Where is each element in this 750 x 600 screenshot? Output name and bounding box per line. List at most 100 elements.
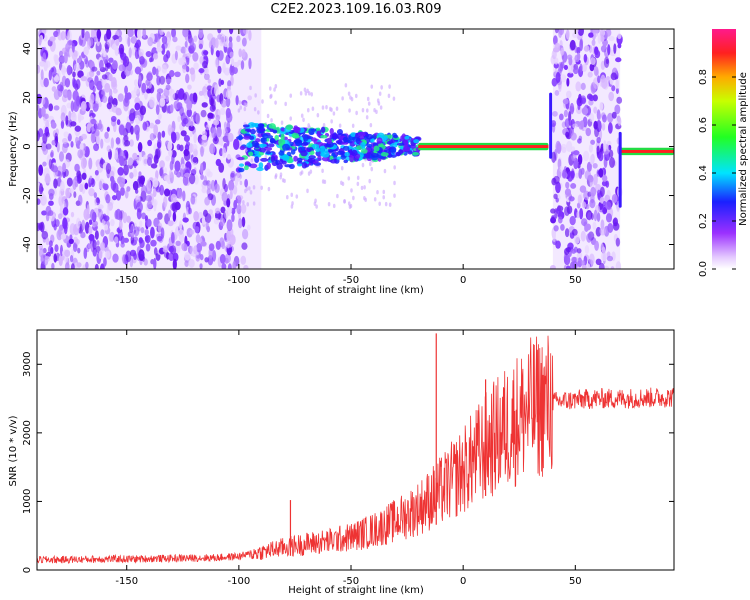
heatmap-cell xyxy=(615,78,619,89)
heatmap-cell xyxy=(44,175,51,184)
heatmap-cell xyxy=(60,120,65,129)
heatmap-cell xyxy=(93,192,98,199)
heatmap-cell xyxy=(274,84,278,89)
heatmap-cell xyxy=(141,184,147,197)
heatmap-cell xyxy=(241,228,249,240)
heatmap-cell xyxy=(335,140,343,144)
heatmap-cell xyxy=(562,98,569,105)
heatmap-cell xyxy=(37,93,42,105)
heatmap-cell xyxy=(214,58,219,68)
heatmap-cell xyxy=(111,104,118,113)
heatmap-cell xyxy=(289,116,293,121)
heatmap-cell xyxy=(272,129,278,134)
heatmap-cell xyxy=(209,143,216,155)
heatmap-cell xyxy=(215,240,221,251)
heatmap-cell xyxy=(171,131,177,144)
heatmap-cell xyxy=(202,180,209,186)
heatmap-cell xyxy=(593,209,598,222)
heatmap-cell xyxy=(101,95,108,103)
heatmap-cell xyxy=(257,123,265,128)
heatmap-cell xyxy=(152,188,157,198)
heatmap-cell xyxy=(186,108,193,118)
heatmap-cell xyxy=(602,174,608,182)
heatmap-cell xyxy=(207,78,211,84)
heatmap-cell xyxy=(174,160,181,172)
heatmap-cell xyxy=(313,201,317,206)
heatmap-cell xyxy=(588,175,594,183)
heatmap-cell xyxy=(230,170,237,182)
heatmap-cell xyxy=(576,248,582,254)
heatmap-cell xyxy=(77,173,83,184)
heatmap-cell xyxy=(590,139,596,145)
heatmap-cell xyxy=(325,105,328,110)
heatmap-cell xyxy=(330,119,333,124)
heatmap-cell xyxy=(228,40,233,51)
heatmap-cell xyxy=(379,105,383,110)
heatmap-cell xyxy=(206,183,213,190)
heatmap-cell xyxy=(53,54,58,62)
heatmap-cell xyxy=(254,151,259,155)
heatmap-cell xyxy=(332,203,336,209)
heatmap-cell xyxy=(395,151,402,157)
heatmap-cell xyxy=(239,145,246,151)
heatmap-cell xyxy=(203,50,209,56)
heatmap-cell xyxy=(380,85,383,90)
heatmap-cell xyxy=(60,233,67,240)
heatmap-cell xyxy=(221,36,225,43)
heatmap-cell xyxy=(378,91,382,96)
heatmap-cell xyxy=(198,29,204,39)
heatmap-cell xyxy=(132,152,138,160)
heatmap-cell xyxy=(299,171,303,176)
heatmap-cell xyxy=(387,134,393,139)
heatmap-cell xyxy=(38,183,44,195)
heatmap-cell xyxy=(555,181,561,194)
heatmap-cell xyxy=(112,253,119,263)
heatmap-cell xyxy=(117,167,124,176)
heatmap-cell xyxy=(37,66,41,74)
heatmap-cell xyxy=(159,29,164,36)
heatmap-cell xyxy=(196,242,203,253)
heatmap-cell xyxy=(92,247,97,257)
heatmap-cell xyxy=(115,190,122,201)
heatmap-cell xyxy=(129,139,134,147)
x-tick-label: 50 xyxy=(569,275,582,286)
heatmap-cell xyxy=(79,142,84,151)
heatmap-cell xyxy=(348,108,351,113)
heatmap-cell xyxy=(56,141,60,153)
heatmap-cell xyxy=(88,234,95,242)
heatmap-cell xyxy=(566,54,573,61)
heatmap-cell xyxy=(136,29,142,40)
heatmap-cell xyxy=(42,52,47,64)
heatmap-cell xyxy=(190,195,196,205)
heatmap-cell xyxy=(213,84,219,97)
heatmap-cell xyxy=(592,94,598,102)
heatmap-cell xyxy=(109,88,113,98)
heatmap-cell xyxy=(70,140,74,148)
heatmap-cell xyxy=(49,36,56,42)
heatmap-cell xyxy=(54,219,60,228)
heatmap-cell xyxy=(586,161,592,173)
heatmap-cell xyxy=(193,132,197,144)
heatmap-cell xyxy=(226,219,233,232)
heatmap-cell xyxy=(308,128,315,136)
heatmap-cell xyxy=(297,163,303,167)
heatmap-cell xyxy=(337,150,345,156)
heatmap-cell xyxy=(110,218,115,227)
heatmap-cell xyxy=(566,265,571,269)
heatmap-cell xyxy=(74,163,80,172)
heatmap-cell xyxy=(615,87,619,94)
heatmap-cell xyxy=(226,153,231,160)
heatmap-cell xyxy=(117,93,124,102)
heatmap-cell xyxy=(580,260,586,266)
heatmap-cell xyxy=(83,247,88,260)
heatmap-cell xyxy=(616,96,623,104)
heatmap-cell xyxy=(565,29,570,40)
heatmap-cell xyxy=(589,113,595,122)
heatmap-cell xyxy=(123,29,129,33)
heatmap-cell xyxy=(229,29,234,35)
heatmap-cell xyxy=(190,70,196,82)
heatmap-cell xyxy=(306,108,310,113)
heatmap-cell xyxy=(138,74,142,85)
heatmap-cell xyxy=(64,262,70,269)
heatmap-cell xyxy=(103,215,110,222)
